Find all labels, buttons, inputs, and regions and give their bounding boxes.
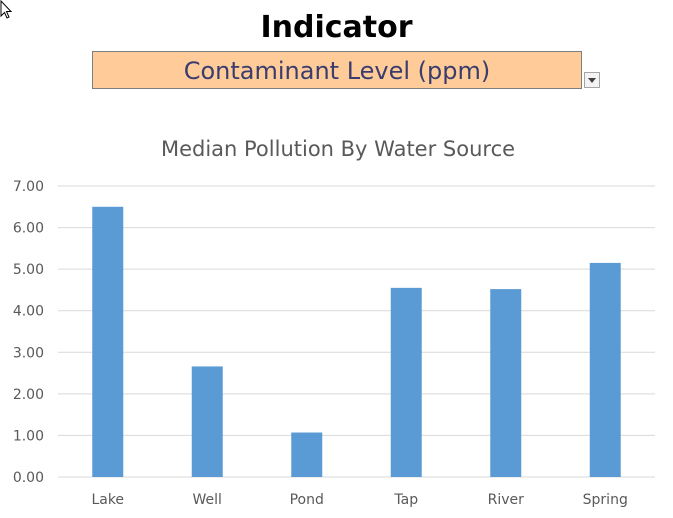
indicator-title: Indicator [260,10,413,45]
bar-pond [291,432,323,477]
dropdown-arrow-button[interactable] [584,72,600,88]
mouse-pointer-icon [0,0,13,19]
x-tick-label: Pond [290,492,324,508]
bar-well [191,366,223,477]
y-tick-label: 4.00 [13,304,44,320]
bar-spring [589,262,621,477]
y-tick-label: 6.00 [13,221,44,237]
bar-river [490,289,522,477]
dropdown-arrow-icon [588,78,596,83]
x-tick-label: River [488,492,525,508]
y-tick-label: 2.00 [13,387,44,403]
y-tick-label: 0.00 [13,470,44,486]
chart-title: Median Pollution By Water Source [161,137,515,161]
bar-tap [390,287,422,477]
x-tick-label: Spring [583,492,628,508]
y-tick-label: 1.00 [13,428,44,444]
x-tick-label: Lake [91,492,124,508]
indicator-select-cell[interactable]: Contaminant Level (ppm) [92,51,582,89]
y-tick-label: 3.00 [13,345,44,361]
bar-lake [92,206,124,477]
x-tick-label: Well [193,492,222,508]
x-tick-label: Tap [393,492,418,508]
y-tick-label: 5.00 [13,262,44,278]
bar-chart: Median Pollution By Water Source 0.00 1.0… [13,137,655,508]
y-tick-label: 7.00 [13,179,44,195]
